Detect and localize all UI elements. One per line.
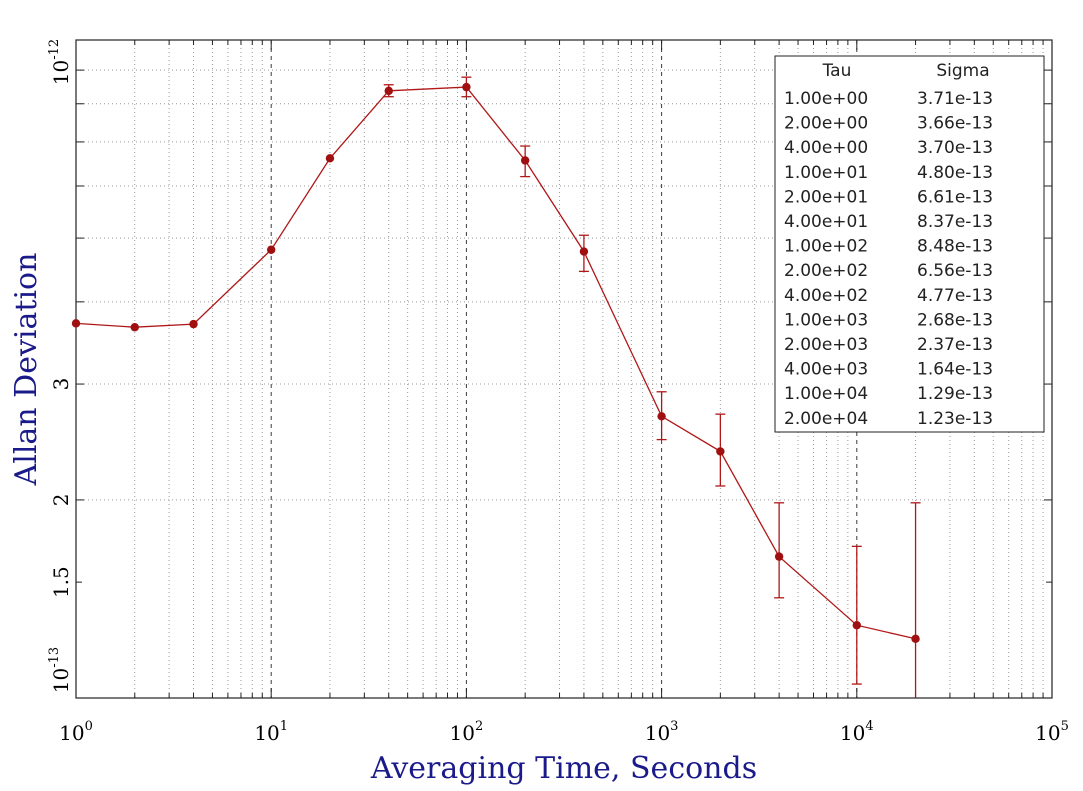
- legend-tau-value: 1.00e+04: [784, 384, 868, 404]
- x-tick-label: 102: [450, 719, 484, 745]
- x-tick-labels: 100 101 102 103 104 105: [59, 719, 1069, 745]
- tick-layer: [75, 40, 1052, 698]
- x-tick-label: 104: [840, 719, 874, 745]
- data-point: [852, 621, 861, 630]
- legend-sigma-value: 1.23e-13: [917, 409, 993, 429]
- legend-tau-value: 1.00e+00: [784, 89, 868, 109]
- y-tick-label: 3: [49, 378, 73, 391]
- legend-tau-value: 1.00e+03: [784, 310, 868, 330]
- legend-tau-value: 2.00e+04: [784, 409, 868, 429]
- legend-header-tau: Tau: [822, 61, 852, 81]
- data-point: [267, 245, 276, 254]
- x-tick-label: 103: [645, 719, 679, 745]
- legend-sigma-value: 8.37e-13: [917, 212, 993, 232]
- x-tick-label: 100: [59, 719, 93, 745]
- legend-tau-value: 4.00e+00: [784, 138, 868, 158]
- legend-sigma-value: 4.77e-13: [917, 286, 993, 306]
- legend-tau-value: 2.00e+02: [784, 261, 868, 281]
- data-point: [774, 552, 784, 561]
- legend-header-sigma: Sigma: [936, 61, 989, 81]
- data-point: [189, 319, 198, 329]
- legend-sigma-value: 6.56e-13: [917, 261, 993, 281]
- legend-tau-value: 1.00e+01: [784, 163, 868, 183]
- legend-table: Tau Sigma 1.00e+00 3.71e-13 2.00e+00 3.66e-13…: [774, 55, 1045, 433]
- x-axis-title: Averaging Time, Seconds: [370, 751, 757, 786]
- legend-tau-value: 2.00e+01: [784, 187, 868, 207]
- legend-sigma-value: 2.68e-13: [917, 310, 993, 330]
- legend-sigma-value: 3.71e-13: [917, 89, 993, 109]
- legend-sigma-value: 8.48e-13: [917, 237, 993, 257]
- legend-tau-value: 1.00e+02: [784, 237, 868, 257]
- data-point: [462, 82, 471, 92]
- legend-tau-value: 2.00e+03: [784, 335, 868, 355]
- data-point: [71, 319, 81, 328]
- legend-sigma-value: 3.66e-13: [917, 114, 993, 134]
- legend-tau-value: 2.00e+00: [784, 114, 868, 134]
- legend-tau-value: 4.00e+03: [784, 360, 868, 380]
- point-layer: [71, 82, 920, 644]
- legend-tau-value: 4.00e+01: [784, 212, 868, 232]
- plot-frame: [75, 39, 1053, 699]
- legend-tau-value: 4.00e+02: [784, 286, 868, 306]
- allan-deviation-line: [75, 86, 916, 640]
- y-tick-label: 2: [49, 494, 73, 507]
- data-point: [130, 323, 139, 332]
- x-tick-label: 105: [1035, 719, 1069, 745]
- data-point: [384, 86, 393, 96]
- x-tick-label: 101: [254, 719, 288, 745]
- y-tick-labels: 10-13 1.5 2 3 10-12: [47, 39, 73, 693]
- y-tick-label: 1.5: [49, 566, 73, 598]
- data-point: [716, 447, 725, 456]
- legend-sigma-value: 3.70e-13: [917, 138, 993, 158]
- data-point: [911, 634, 920, 644]
- legend-sigma-value: 4.80e-13: [917, 163, 993, 183]
- legend-sigma-value: 1.64e-13: [917, 360, 993, 380]
- y-tick-label: 10-12: [47, 39, 73, 85]
- y-tick-label: 10-13: [47, 647, 73, 693]
- data-point: [325, 154, 335, 163]
- legend-sigma-value: 2.37e-13: [917, 335, 993, 355]
- legend-sigma-value: 6.61e-13: [917, 187, 993, 207]
- legend-box: [774, 55, 1045, 433]
- data-point: [579, 247, 589, 256]
- data-point: [520, 156, 530, 165]
- legend-sigma-value: 1.29e-13: [917, 384, 993, 404]
- y-axis-title: Allan Deviation: [9, 253, 44, 487]
- data-point: [657, 412, 666, 421]
